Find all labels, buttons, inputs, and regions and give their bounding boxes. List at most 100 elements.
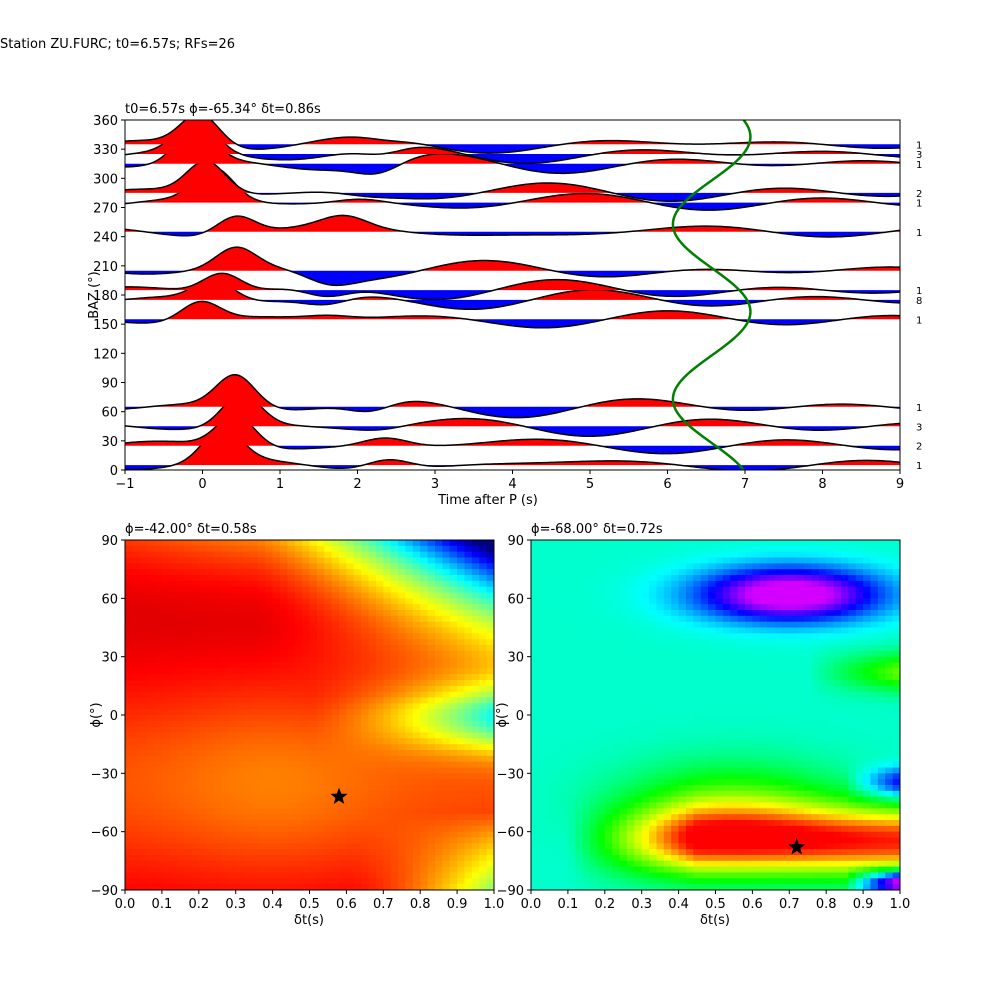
heatmap-cell xyxy=(626,662,635,669)
heatmap-cell xyxy=(619,639,628,646)
heatmap-cell xyxy=(531,650,539,658)
heatmap-cell xyxy=(294,604,303,611)
heatmap-cell xyxy=(324,645,333,652)
heatmap-cell xyxy=(700,732,709,739)
heatmap-cell xyxy=(272,697,281,704)
heatmap-cell xyxy=(198,697,207,704)
heatmap-cell xyxy=(641,650,650,658)
heatmap-cell xyxy=(663,755,672,763)
heatmap-cell xyxy=(398,650,407,658)
heatmap-cell xyxy=(427,767,436,774)
heatmap-cell xyxy=(257,627,266,634)
heatmap-cell xyxy=(309,645,318,652)
heatmap-cell xyxy=(538,860,547,868)
heatmap-cell xyxy=(427,837,436,844)
heatmap-cell xyxy=(560,703,569,710)
heatmap-cell xyxy=(486,785,494,792)
heatmap-cell xyxy=(590,656,599,664)
heatmap-cell xyxy=(420,866,429,874)
heatmap-cell xyxy=(250,785,259,792)
heatmap-cell xyxy=(265,569,274,576)
heatmap-cell xyxy=(619,808,628,815)
heatmap-cell xyxy=(272,785,281,792)
heatmap-cell xyxy=(464,744,473,751)
heatmap-cell xyxy=(206,814,215,821)
heatmap-cell xyxy=(420,540,429,547)
heatmap-cell xyxy=(604,825,613,833)
heatmap-cell xyxy=(671,802,680,809)
heatmap-cell xyxy=(339,825,347,833)
heatmap-cell xyxy=(634,820,643,827)
heatmap-cell xyxy=(279,685,288,693)
heatmap-cell xyxy=(486,645,494,652)
heatmap-cell xyxy=(708,645,717,652)
heatmap-cell xyxy=(220,545,229,553)
heatmap-cell xyxy=(604,860,613,868)
heatmap-cell xyxy=(420,592,429,599)
heatmap-cell xyxy=(678,715,687,722)
heatmap-cell xyxy=(184,656,193,664)
heatmap-cell xyxy=(434,691,443,699)
x-tick-label: 0.7 xyxy=(373,897,394,912)
heatmap-cell xyxy=(737,703,746,710)
heatmap-cell xyxy=(427,808,436,815)
heatmap-cell xyxy=(538,855,547,862)
heatmap-cell xyxy=(427,592,436,599)
heatmap-cell xyxy=(235,802,244,809)
heatmap-cell xyxy=(457,674,466,681)
heatmap-cell xyxy=(139,545,148,553)
rf-trace xyxy=(125,272,900,301)
heatmap-cell xyxy=(184,627,193,634)
heatmap-cell xyxy=(649,639,658,646)
heatmap-cell xyxy=(206,790,215,798)
heatmap-cell xyxy=(361,767,370,774)
heatmap-cell xyxy=(449,639,458,646)
heatmap-cell xyxy=(737,831,746,839)
heatmap-cell xyxy=(169,855,178,862)
heatmap-cell xyxy=(656,621,665,629)
heatmap-cell xyxy=(434,855,443,862)
heatmap-cell xyxy=(265,691,274,699)
heatmap-cell xyxy=(154,645,163,652)
heatmap-cell xyxy=(545,808,554,815)
heatmap-cell xyxy=(471,755,480,763)
heatmap-cell xyxy=(671,849,680,856)
heatmap-cell xyxy=(265,668,274,675)
heatmap-cell xyxy=(324,808,333,815)
heatmap-cell xyxy=(553,592,562,599)
heatmap-cell xyxy=(612,767,621,774)
heatmap-cell xyxy=(302,545,311,553)
heatmap-cell xyxy=(331,814,340,821)
heatmap-cell xyxy=(375,855,384,862)
heatmap-cell xyxy=(390,645,399,652)
heatmap-cell xyxy=(582,674,591,681)
heatmap-cell xyxy=(567,557,576,564)
heatmap-cell xyxy=(612,557,621,564)
heatmap-cell xyxy=(287,662,296,669)
heatmap-cell xyxy=(228,755,237,763)
heatmap-cell xyxy=(243,685,252,693)
heatmap-cell xyxy=(626,884,635,890)
heatmap-cell xyxy=(420,610,429,617)
heatmap-cell xyxy=(619,563,628,570)
heatmap-cell xyxy=(604,645,613,652)
heatmap-cell xyxy=(383,820,392,827)
heatmap-cell xyxy=(213,604,222,611)
heatmap-cell xyxy=(678,645,687,652)
heatmap-cell xyxy=(567,621,576,629)
heatmap-cell xyxy=(656,837,665,844)
heatmap-cell xyxy=(316,575,325,582)
heatmap-cell xyxy=(708,785,717,792)
heatmap-cell xyxy=(708,662,717,669)
heatmap-cell xyxy=(597,884,606,890)
heatmap-cell xyxy=(302,790,311,798)
heatmap-cell xyxy=(575,825,584,833)
heatmap-cell xyxy=(125,796,133,804)
heatmap-cell xyxy=(383,697,392,704)
heatmap-cell xyxy=(368,726,377,734)
heatmap-cell xyxy=(147,633,156,640)
heatmap-cell xyxy=(449,580,458,588)
heatmap-cell xyxy=(671,761,680,769)
heatmap-cell xyxy=(671,715,680,722)
heatmap-cell xyxy=(604,843,613,850)
